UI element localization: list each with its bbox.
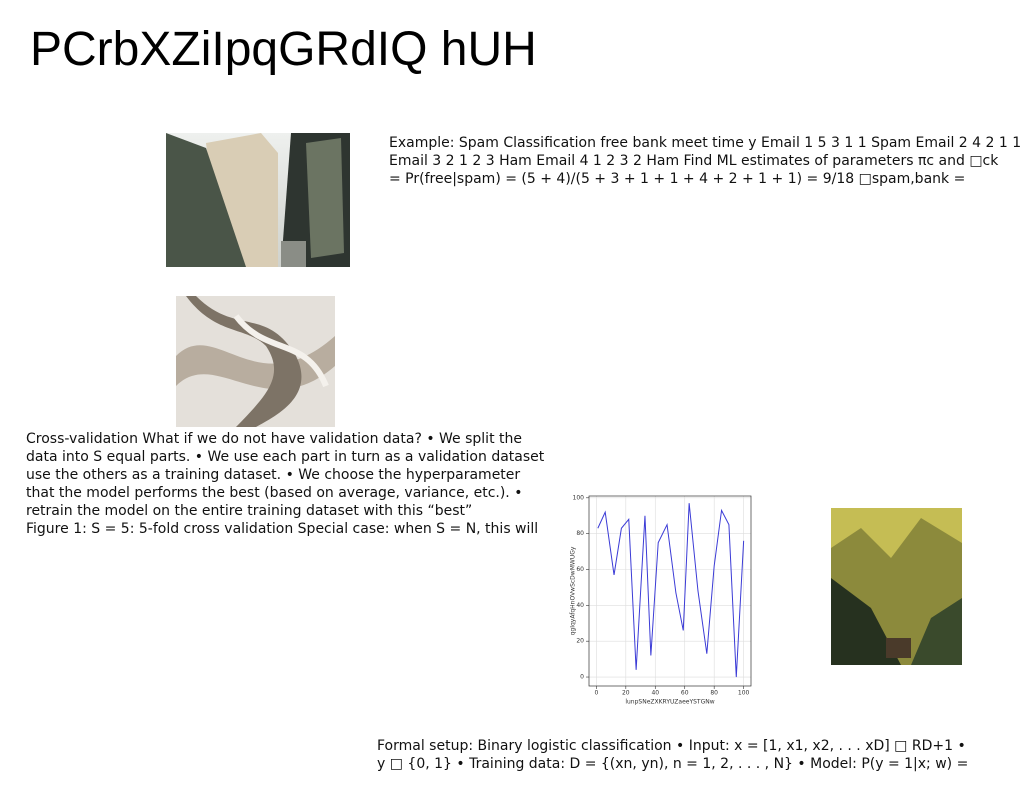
x-tick-label: 100 (738, 690, 750, 697)
y-tick-label: 40 (576, 602, 584, 609)
text-line: retrain the model on the entire training… (26, 503, 473, 519)
text-line: use the others as a training dataset. • … (26, 467, 521, 483)
x-tick-label: 40 (651, 690, 659, 697)
image-abstract (176, 296, 335, 427)
text-line: Email 3 2 1 2 3 Ham Email 4 1 2 3 2 Ham … (389, 153, 999, 169)
text-line: y □ {0, 1} • Training data: D = {(xn, yn… (377, 756, 969, 772)
y-tick-label: 60 (576, 566, 584, 573)
text-line: = Pr(free|spam) = (5 + 4)/(5 + 3 + 1 + 1… (389, 171, 966, 187)
text-line: Figure 1: S = 5: 5-fold cross validation… (26, 521, 539, 537)
text-block: Formal setup: Binary logistic classifica… (377, 737, 968, 773)
x-axis-label: lunpSNeZXKRYUZaeeYSTGNw (625, 699, 714, 706)
text-line: Example: Spam Classification free bank m… (389, 135, 1022, 151)
x-tick-label: 80 (710, 690, 718, 697)
x-tick-label: 0 (594, 690, 598, 697)
y-axis-label: qgIqyAfqHnOVwScDwMWUGy (570, 546, 577, 635)
chart: 0 20 40 60 80 100 0 20 40 60 80 100 lunpSNeZXKRYUZae… (570, 494, 752, 706)
data-line (597, 503, 745, 678)
y-tick-label: 0 (580, 674, 584, 681)
page-title: PCrbXZiIpqGRdIQ hUH (30, 23, 537, 76)
y-tick-label: 80 (576, 530, 584, 537)
text-block: Cross-validation What if we do not have … (26, 430, 544, 538)
text-line: data into S equal parts. • We use each p… (26, 449, 545, 465)
y-tick-label: 100 (573, 494, 585, 501)
text-line: that the model performs the best (based … (26, 485, 523, 501)
image-mountains (831, 508, 962, 665)
text-line: Formal setup: Binary logistic classifica… (377, 738, 966, 754)
y-tick-label: 20 (576, 638, 584, 645)
x-tick-label: 60 (681, 690, 689, 697)
text-line: Cross-validation What if we do not have … (26, 431, 522, 447)
x-tick-label: 20 (622, 690, 630, 697)
plot-frame (588, 495, 752, 687)
image-buildings (166, 133, 350, 267)
text-block: Example: Spam Classification free bank m… (389, 134, 1021, 188)
